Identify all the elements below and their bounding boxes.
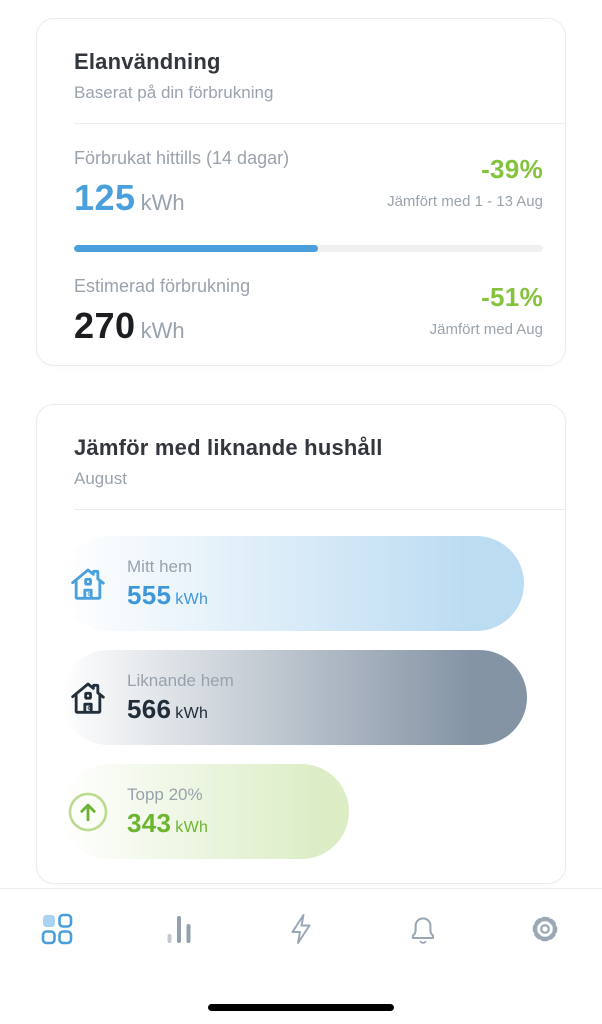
house-icon [67, 563, 109, 605]
nav-item-statistics[interactable] [159, 907, 199, 951]
bell-icon [405, 911, 441, 947]
bar-top-20: Topp 20% 343 kWh [61, 764, 349, 859]
estimated-right: -51% Jämfört med Aug [430, 276, 543, 338]
nav-row [0, 889, 602, 951]
divider [74, 509, 565, 510]
bar-number: 343 [127, 807, 172, 838]
bar-unit: kWh [175, 704, 209, 722]
comparison-card-title: Jämför med liknande hushåll [74, 435, 383, 460]
divider [74, 123, 565, 124]
comparison-card-subtitle: August [74, 469, 127, 488]
comparison-bars: Mitt hem 555 kWh Li [61, 536, 541, 859]
nav-item-settings[interactable] [525, 907, 565, 951]
bar-unit: kWh [175, 590, 209, 608]
bar-label: Liknande hem [127, 670, 234, 690]
consumed-unit: kWh [140, 190, 185, 215]
bar-text: Topp 20% 343 kWh [127, 785, 208, 839]
usage-card: Elanvändning Baserat på din förbrukning … [36, 18, 566, 366]
consumed-value: 125 kWh [74, 177, 289, 219]
bar-number: 555 [127, 579, 172, 610]
progress-fill [74, 245, 318, 252]
estimated-number: 270 [74, 305, 136, 346]
estimated-unit: kWh [140, 318, 185, 343]
usage-card-subtitle: Baserat på din förbrukning [74, 83, 274, 102]
estimated-row: Estimerad förbrukning 270 kWh -51% Jämför… [74, 276, 543, 347]
estimated-value: 270 kWh [74, 305, 250, 347]
consumed-right: -39% Jämfört med 1 - 13 Aug [387, 148, 543, 210]
usage-card-title: Elanvändning [74, 49, 221, 74]
house-icon [67, 677, 109, 719]
nav-item-dashboard[interactable] [37, 907, 77, 951]
bar-unit: kWh [175, 818, 209, 836]
bar-number: 566 [127, 693, 172, 724]
lightning-icon [283, 911, 319, 947]
estimated-compare: Jämfört med Aug [429, 321, 543, 338]
nav-item-energy[interactable] [281, 907, 321, 951]
consumed-left: Förbrukat hittills (14 dagar) 125 kWh [74, 148, 289, 219]
bar-my-home: Mitt hem 555 kWh [61, 536, 525, 631]
consumption-progress-track [74, 245, 543, 252]
bar-value: 343 kWh [127, 808, 208, 839]
arrow-up-circle-icon [67, 791, 109, 833]
bar-label: Topp 20% [127, 784, 203, 804]
consumed-row: Förbrukat hittills (14 dagar) 125 kWh -39… [74, 148, 543, 219]
consumed-delta: -39% [481, 154, 543, 184]
comparison-card: Jämför med liknande hushåll August Mitt … [36, 404, 566, 884]
bar-label: Mitt hem [127, 556, 193, 576]
estimated-delta: -51% [481, 282, 543, 312]
estimated-label: Estimerad förbrukning [74, 276, 251, 296]
bar-text: Liknande hem 566 kWh [127, 671, 234, 725]
bar-value: 566 kWh [127, 694, 234, 725]
nav-item-notifications[interactable] [403, 907, 443, 951]
consumed-number: 125 [74, 177, 136, 218]
bar-similar-home: Liknande hem 566 kWh [61, 650, 527, 745]
consumed-compare: Jämfört med 1 - 13 Aug [387, 193, 543, 210]
gear-icon [527, 911, 563, 947]
consumed-label: Förbrukat hittills (14 dagar) [74, 148, 290, 168]
grid-icon [39, 911, 75, 947]
bar-chart-icon [161, 911, 197, 947]
bar-value: 555 kWh [127, 580, 208, 611]
estimated-left: Estimerad förbrukning 270 kWh [74, 276, 250, 347]
bar-text: Mitt hem 555 kWh [127, 557, 208, 611]
bottom-nav [0, 888, 602, 1024]
home-indicator[interactable] [208, 1004, 394, 1011]
